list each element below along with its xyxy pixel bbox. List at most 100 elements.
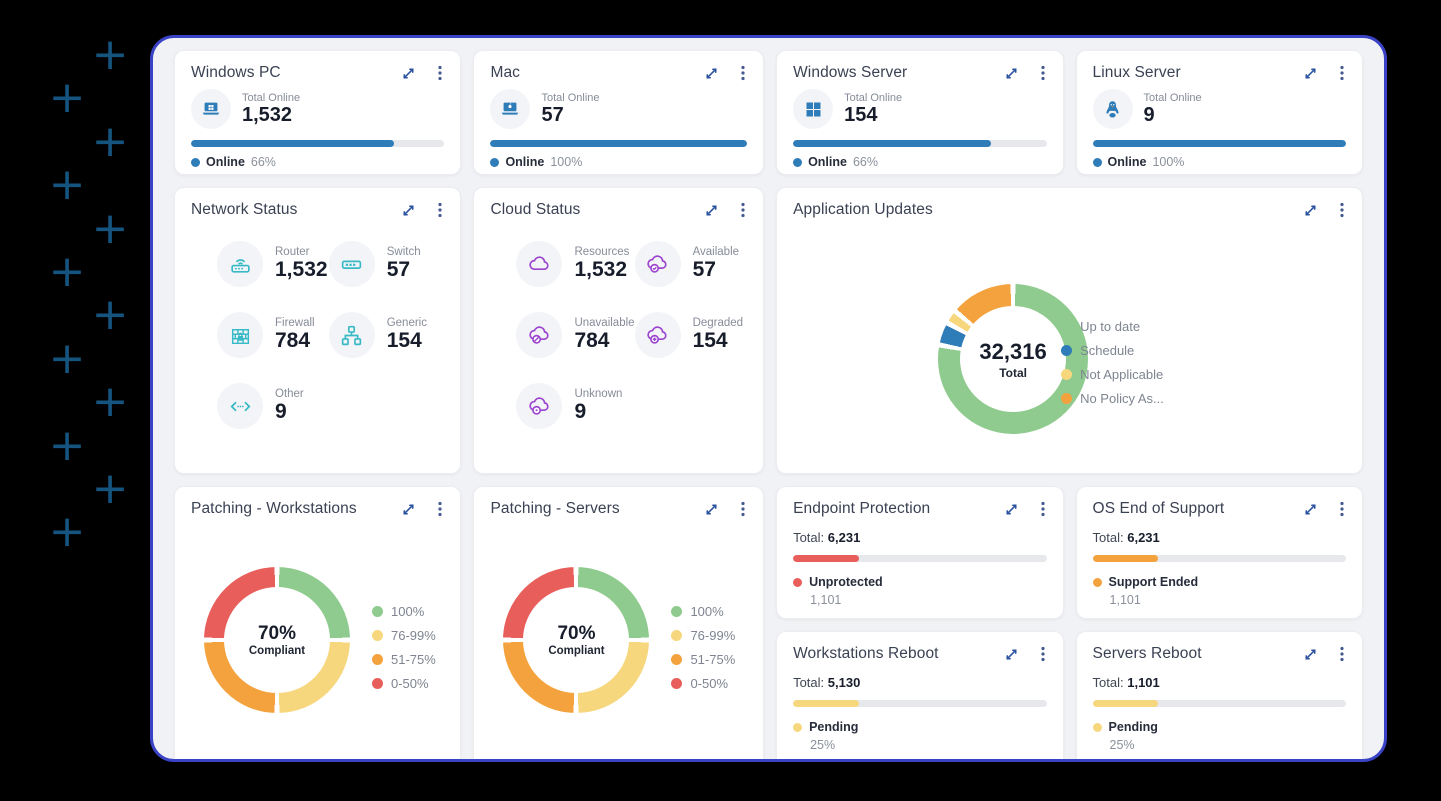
kebab-menu-icon[interactable] xyxy=(1039,501,1047,517)
legend-dot xyxy=(1092,157,1102,167)
total-value: 1,101 xyxy=(1127,675,1160,690)
expand-icon[interactable] xyxy=(401,66,416,81)
plus-decoration: + xyxy=(91,376,129,428)
kebab-menu-icon[interactable] xyxy=(1039,65,1047,81)
expand-icon[interactable] xyxy=(704,203,719,218)
legend-label: 100% xyxy=(391,604,425,619)
kebab-menu-icon[interactable] xyxy=(1338,501,1346,517)
kebab-menu-icon[interactable] xyxy=(739,501,747,517)
expand-icon[interactable] xyxy=(1303,66,1318,81)
total-row: Total: 6,231 xyxy=(793,530,861,545)
kebab-menu-icon[interactable] xyxy=(1338,65,1346,81)
expand-icon[interactable] xyxy=(1303,647,1318,662)
kebab-menu-icon[interactable] xyxy=(436,501,444,517)
status-dot xyxy=(793,577,803,587)
status-label: Pending xyxy=(809,720,859,734)
total-value: 6,231 xyxy=(827,530,861,545)
network-stat-switch: Switch 57 xyxy=(328,241,441,287)
card-os-end-of-support: OS End of Support Total: 6,231 Support E… xyxy=(1075,486,1363,619)
legend-item[interactable]: 100% xyxy=(671,604,735,619)
card-title: OS End of Support xyxy=(1092,500,1225,517)
stat-value: 9 xyxy=(1143,103,1155,126)
legend-item[interactable]: Not Applicable xyxy=(1061,367,1164,382)
total-value: 6,231 xyxy=(1127,530,1160,545)
legend-item[interactable]: Schedule xyxy=(1061,343,1164,358)
card-windows-pc: Windows PC Total Online 1,532 Online 66% xyxy=(174,50,462,175)
online-progress-bar xyxy=(490,140,748,147)
status-value: 1,101 xyxy=(810,593,842,607)
kebab-menu-icon[interactable] xyxy=(436,202,444,218)
card-title: Application Updates xyxy=(793,201,933,218)
online-progress-bar xyxy=(191,140,445,147)
network-stat-other: Other 9 xyxy=(217,383,329,429)
cloud-check-icon xyxy=(634,241,681,287)
stat-label: Total Online xyxy=(844,91,903,104)
patching-workstations-donut-chart[interactable]: 70% Compliant xyxy=(204,567,350,713)
kebab-menu-icon[interactable] xyxy=(1338,646,1346,662)
legend-item[interactable]: No Policy As... xyxy=(1061,391,1164,406)
card-application-updates: Application Updates 32,316 Total Up to d… xyxy=(776,187,1363,474)
online-progress-bar xyxy=(793,140,1047,147)
card-title: Network Status xyxy=(191,201,298,218)
kebab-menu-icon[interactable] xyxy=(1039,646,1047,662)
legend-label: Online xyxy=(1107,155,1147,169)
legend-label: Online xyxy=(505,155,545,169)
kebab-menu-icon[interactable] xyxy=(436,65,444,81)
kebab-menu-icon[interactable] xyxy=(739,65,747,81)
legend-item[interactable]: 0-50% xyxy=(671,676,735,691)
kebab-menu-icon[interactable] xyxy=(1338,202,1346,218)
legend-dot xyxy=(372,606,383,617)
card-mac: Mac Total Online 57 Online 100% xyxy=(473,50,765,175)
legend-item[interactable]: 51-75% xyxy=(671,652,735,667)
status-label: Support Ended xyxy=(1108,575,1199,589)
legend-dot xyxy=(671,606,683,617)
legend-item[interactable]: 51-75% xyxy=(372,652,436,667)
cloud-stat-degraded: Degraded 154 xyxy=(634,312,743,358)
application-updates-donut-chart[interactable]: 32,316 Total xyxy=(938,284,1089,434)
legend-dot xyxy=(1061,369,1073,380)
item-label: Resources xyxy=(574,245,630,258)
item-value: 154 xyxy=(692,328,728,352)
card-title: Endpoint Protection xyxy=(793,500,931,517)
donut-center-label: Compliant xyxy=(548,645,605,657)
legend-dot xyxy=(671,654,683,665)
legend-value: 100% xyxy=(550,155,583,169)
mac-laptop-icon xyxy=(490,89,531,129)
network-stat-firewall: Firewall 784 xyxy=(217,312,329,358)
legend-item[interactable]: 76-99% xyxy=(671,628,735,643)
item-value: 1,532 xyxy=(574,257,628,281)
legend-label: Not Applicable xyxy=(1080,367,1164,382)
legend-item[interactable]: 100% xyxy=(372,604,436,619)
stat-label: Total Online xyxy=(242,91,301,104)
cloud-dot-icon xyxy=(516,383,563,429)
legend-dot xyxy=(490,157,500,167)
status-value: 25% xyxy=(1109,738,1135,752)
expand-icon[interactable] xyxy=(1004,502,1019,517)
legend-dot xyxy=(793,157,803,167)
expand-icon[interactable] xyxy=(704,66,719,81)
expand-icon[interactable] xyxy=(1303,502,1318,517)
status-progress-bar xyxy=(1092,555,1346,562)
card-title: Windows Server xyxy=(793,64,908,81)
expand-icon[interactable] xyxy=(401,203,416,218)
patching-servers-donut-chart[interactable]: 70% Compliant xyxy=(503,567,650,713)
legend-item[interactable]: 0-50% xyxy=(372,676,436,691)
card-network-status: Network Status Router 1,532 Switch 57 xyxy=(174,187,462,474)
linux-penguin-icon xyxy=(1092,89,1133,129)
legend-value: 66% xyxy=(250,155,276,169)
legend-item[interactable]: 76-99% xyxy=(372,628,436,643)
donut-total-label: Total xyxy=(999,365,1027,380)
legend-dot xyxy=(1061,345,1073,356)
legend-dot xyxy=(372,678,383,689)
expand-icon[interactable] xyxy=(401,502,416,517)
legend-item[interactable]: Up to date xyxy=(1061,319,1164,334)
expand-icon[interactable] xyxy=(1004,647,1019,662)
expand-icon[interactable] xyxy=(1303,203,1318,218)
expand-icon[interactable] xyxy=(1004,66,1019,81)
expand-icon[interactable] xyxy=(704,502,719,517)
legend-label: 0-50% xyxy=(391,676,429,691)
firewall-icon xyxy=(217,312,263,358)
kebab-menu-icon[interactable] xyxy=(739,202,747,218)
card-title: Patching - Workstations xyxy=(191,500,357,517)
item-value: 57 xyxy=(386,257,411,281)
